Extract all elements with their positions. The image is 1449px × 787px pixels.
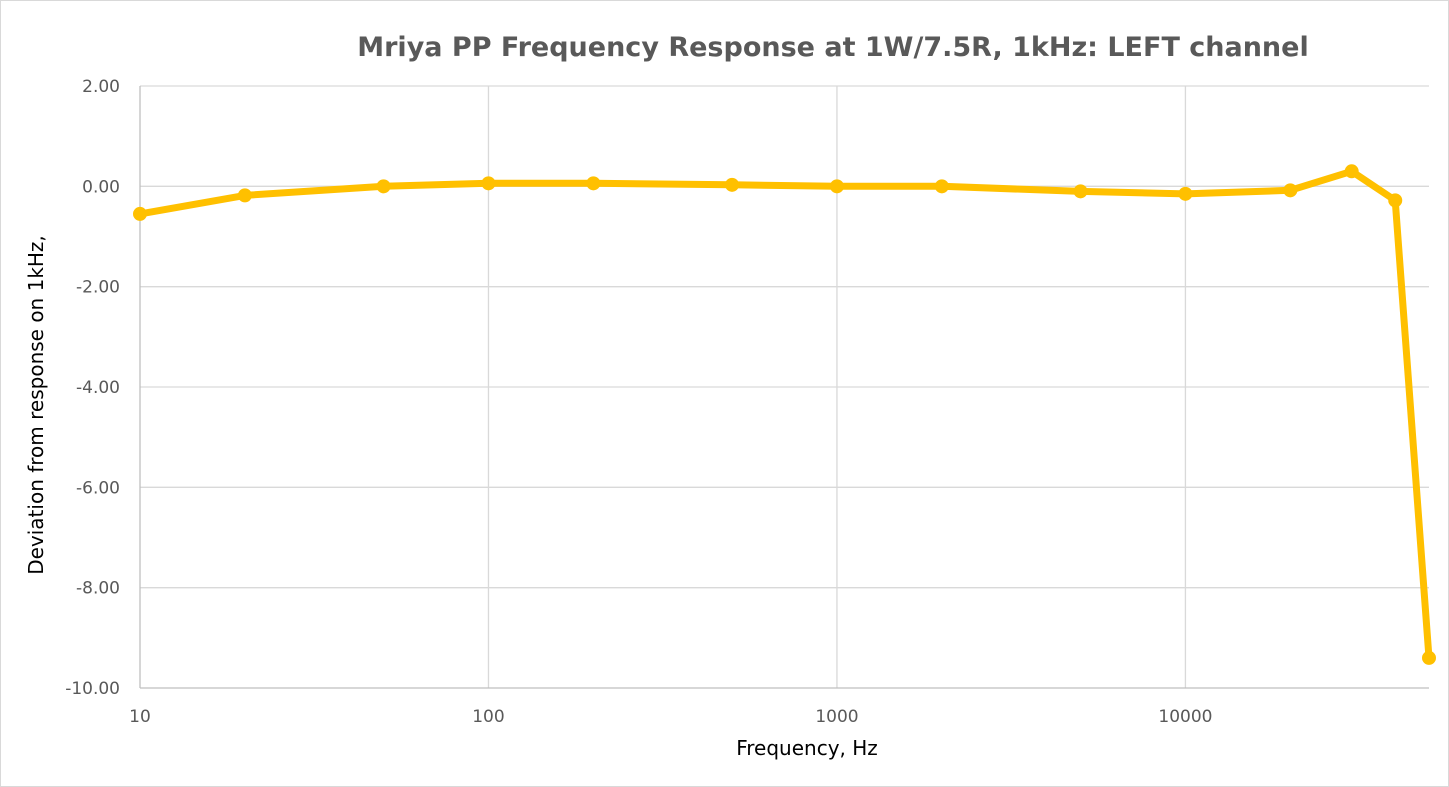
y-tick-label: -10.00: [65, 679, 120, 699]
y-tick-label: 0.00: [82, 177, 120, 197]
x-tick-label: 100: [472, 707, 504, 727]
data-point: [1344, 164, 1359, 179]
y-tick-label: 2.00: [82, 77, 120, 97]
y-tick-label: -8.00: [76, 579, 120, 599]
chart-title: Mriya PP Frequency Response at 1W/7.5R, …: [357, 32, 1308, 63]
data-point: [1388, 193, 1403, 208]
series-line: [136, 167, 1433, 662]
series-layer: [133, 164, 1436, 665]
y-tick-label: -4.00: [76, 378, 120, 398]
data-point: [1422, 650, 1436, 665]
y-tick-label: -2.00: [76, 278, 120, 298]
data-point: [1178, 186, 1193, 201]
x-tick-label: 1000: [815, 707, 858, 727]
data-point: [481, 176, 496, 191]
y-tick-label: -6.00: [76, 478, 120, 498]
data-point: [376, 179, 391, 194]
y-axis-title: Deviation from response on 1kHz,: [24, 235, 48, 575]
data-point: [133, 206, 147, 221]
data-point: [237, 188, 252, 203]
data-point: [934, 179, 949, 194]
data-point: [725, 177, 740, 192]
data-point: [829, 179, 844, 194]
data-point: [586, 176, 601, 191]
x-tick-label: 10: [129, 707, 151, 727]
axes: 2.00 0.00 -2.00 -4.00 -6.00 -8.00 -10.00 10 100 1…: [65, 77, 1429, 727]
x-axis-title: Frequency, Hz: [736, 736, 878, 760]
x-tick-label: 10000: [1158, 707, 1212, 727]
data-point: [1073, 184, 1088, 199]
data-point: [1283, 183, 1298, 198]
